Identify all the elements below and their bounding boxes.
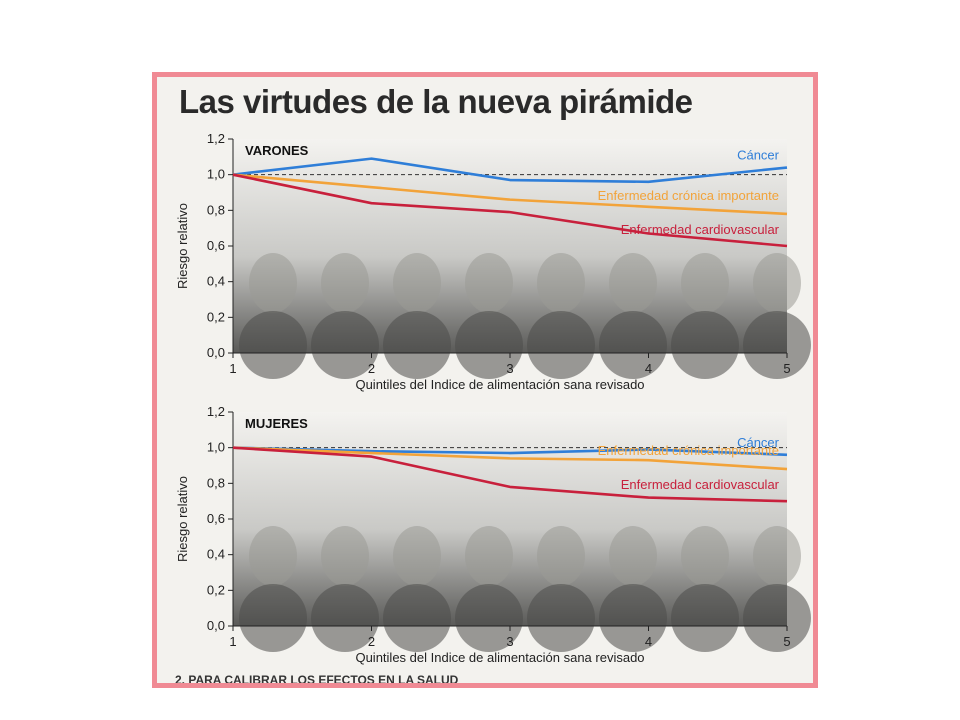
crowd-figure xyxy=(249,253,297,313)
crowd-figure xyxy=(537,526,585,586)
x-tick-label: 5 xyxy=(783,361,790,376)
crowd-figure xyxy=(599,584,667,652)
figure-title: Las virtudes de la nueva pirámide xyxy=(179,83,693,120)
crowd-figure xyxy=(753,253,801,313)
figure-frame: Las virtudes de la nueva pirámide 0,0 0,2… xyxy=(152,72,818,688)
footer-caption: 2. PARA CALIBRAR LOS EFECTOS EN LA SALUD xyxy=(175,673,459,687)
y-tick-label: 1,0 xyxy=(207,167,225,182)
crowd-figure xyxy=(527,311,595,379)
crowd-figure xyxy=(465,526,513,586)
crowd-figure xyxy=(743,311,811,379)
series-line xyxy=(232,446,788,503)
x-axis-label: Quintiles del Indice de alimentación san… xyxy=(355,650,644,665)
crowd-figure xyxy=(383,584,451,652)
series-label: Cáncer xyxy=(737,148,780,163)
crowd-figure xyxy=(753,526,801,586)
y-tick-label: 0,0 xyxy=(207,345,225,360)
crowd-figure xyxy=(455,311,523,379)
series-label: Enfermedad cardiovascular xyxy=(621,222,780,237)
crowd-figure xyxy=(393,526,441,586)
y-tick-label: 0,2 xyxy=(207,309,225,324)
y-tick-label: 0,2 xyxy=(207,582,225,597)
y-tick-label: 0,4 xyxy=(207,274,225,289)
y-tick-label: 1,2 xyxy=(207,131,225,146)
crowd-figure xyxy=(671,584,739,652)
x-tick-label: 2 xyxy=(368,361,375,376)
series-label: Enfermedad crónica importante xyxy=(598,188,779,203)
series-label: Enfermedad cardiovascular xyxy=(621,477,780,492)
crowd-figure xyxy=(465,253,513,313)
series-line xyxy=(232,157,788,184)
series-label: Cáncer xyxy=(737,435,780,450)
y-tick-label: 0,0 xyxy=(207,618,225,633)
crowd-figure xyxy=(239,311,307,379)
crowd-figure xyxy=(681,526,729,586)
panel-title: VARONES xyxy=(245,143,309,158)
x-tick-label: 1 xyxy=(229,634,236,649)
x-tick-label: 3 xyxy=(506,361,513,376)
y-tick-label: 1,2 xyxy=(207,404,225,419)
series-line xyxy=(232,173,788,248)
x-tick-label: 5 xyxy=(783,634,790,649)
crowd-figure xyxy=(671,311,739,379)
series-label: Enfermedad crónica importante xyxy=(598,443,779,458)
y-tick-label: 0,8 xyxy=(207,475,225,490)
chart-men-svg: 0,0 0,2 0,4 0,6 0,8 1,0 1,2 1 2 3 4 5 Quintiles del … xyxy=(175,131,811,392)
chart-men: 0,0 0,2 0,4 0,6 0,8 1,0 1,2 1 2 3 4 5 Quintiles del … xyxy=(157,129,813,399)
crowd-figure xyxy=(527,584,595,652)
y-tick-label: 0,6 xyxy=(207,238,225,253)
y-tick-label: 1,0 xyxy=(207,440,225,455)
y-axis-label: Riesgo relativo xyxy=(175,203,190,289)
crowd-figure xyxy=(311,311,379,379)
crowd-figure xyxy=(311,584,379,652)
crowd-figure xyxy=(609,253,657,313)
crowd-figure xyxy=(249,526,297,586)
chart-women-svg: 0,0 0,2 0,4 0,6 0,8 1,0 1,2 1 2 3 4 5 Quintiles del … xyxy=(175,404,811,665)
x-tick-label: 4 xyxy=(645,634,652,649)
y-tick-label: 0,4 xyxy=(207,547,225,562)
chart-women: 0,0 0,2 0,4 0,6 0,8 1,0 1,2 1 2 3 4 5 Quintiles del … xyxy=(157,402,813,672)
series-line xyxy=(232,446,788,471)
crowd-figure xyxy=(239,584,307,652)
x-tick-label: 1 xyxy=(229,361,236,376)
crowd-figure xyxy=(537,253,585,313)
panel-title: MUJERES xyxy=(245,416,308,431)
crowd-figure xyxy=(455,584,523,652)
series-line xyxy=(232,173,788,216)
crowd-figure xyxy=(609,526,657,586)
crowd-figure xyxy=(393,253,441,313)
y-axis-label: Riesgo relativo xyxy=(175,476,190,562)
y-tick-label: 0,8 xyxy=(207,202,225,217)
x-axis-label: Quintiles del Indice de alimentación san… xyxy=(355,377,644,392)
y-tick-label: 0,6 xyxy=(207,511,225,526)
crowd-figure xyxy=(321,253,369,313)
x-tick-label: 2 xyxy=(368,634,375,649)
x-tick-label: 4 xyxy=(645,361,652,376)
x-tick-label: 3 xyxy=(506,634,513,649)
crowd-figure xyxy=(681,253,729,313)
crowd-figure xyxy=(383,311,451,379)
crowd-figure xyxy=(599,311,667,379)
crowd-figure xyxy=(743,584,811,652)
crowd-figure xyxy=(321,526,369,586)
